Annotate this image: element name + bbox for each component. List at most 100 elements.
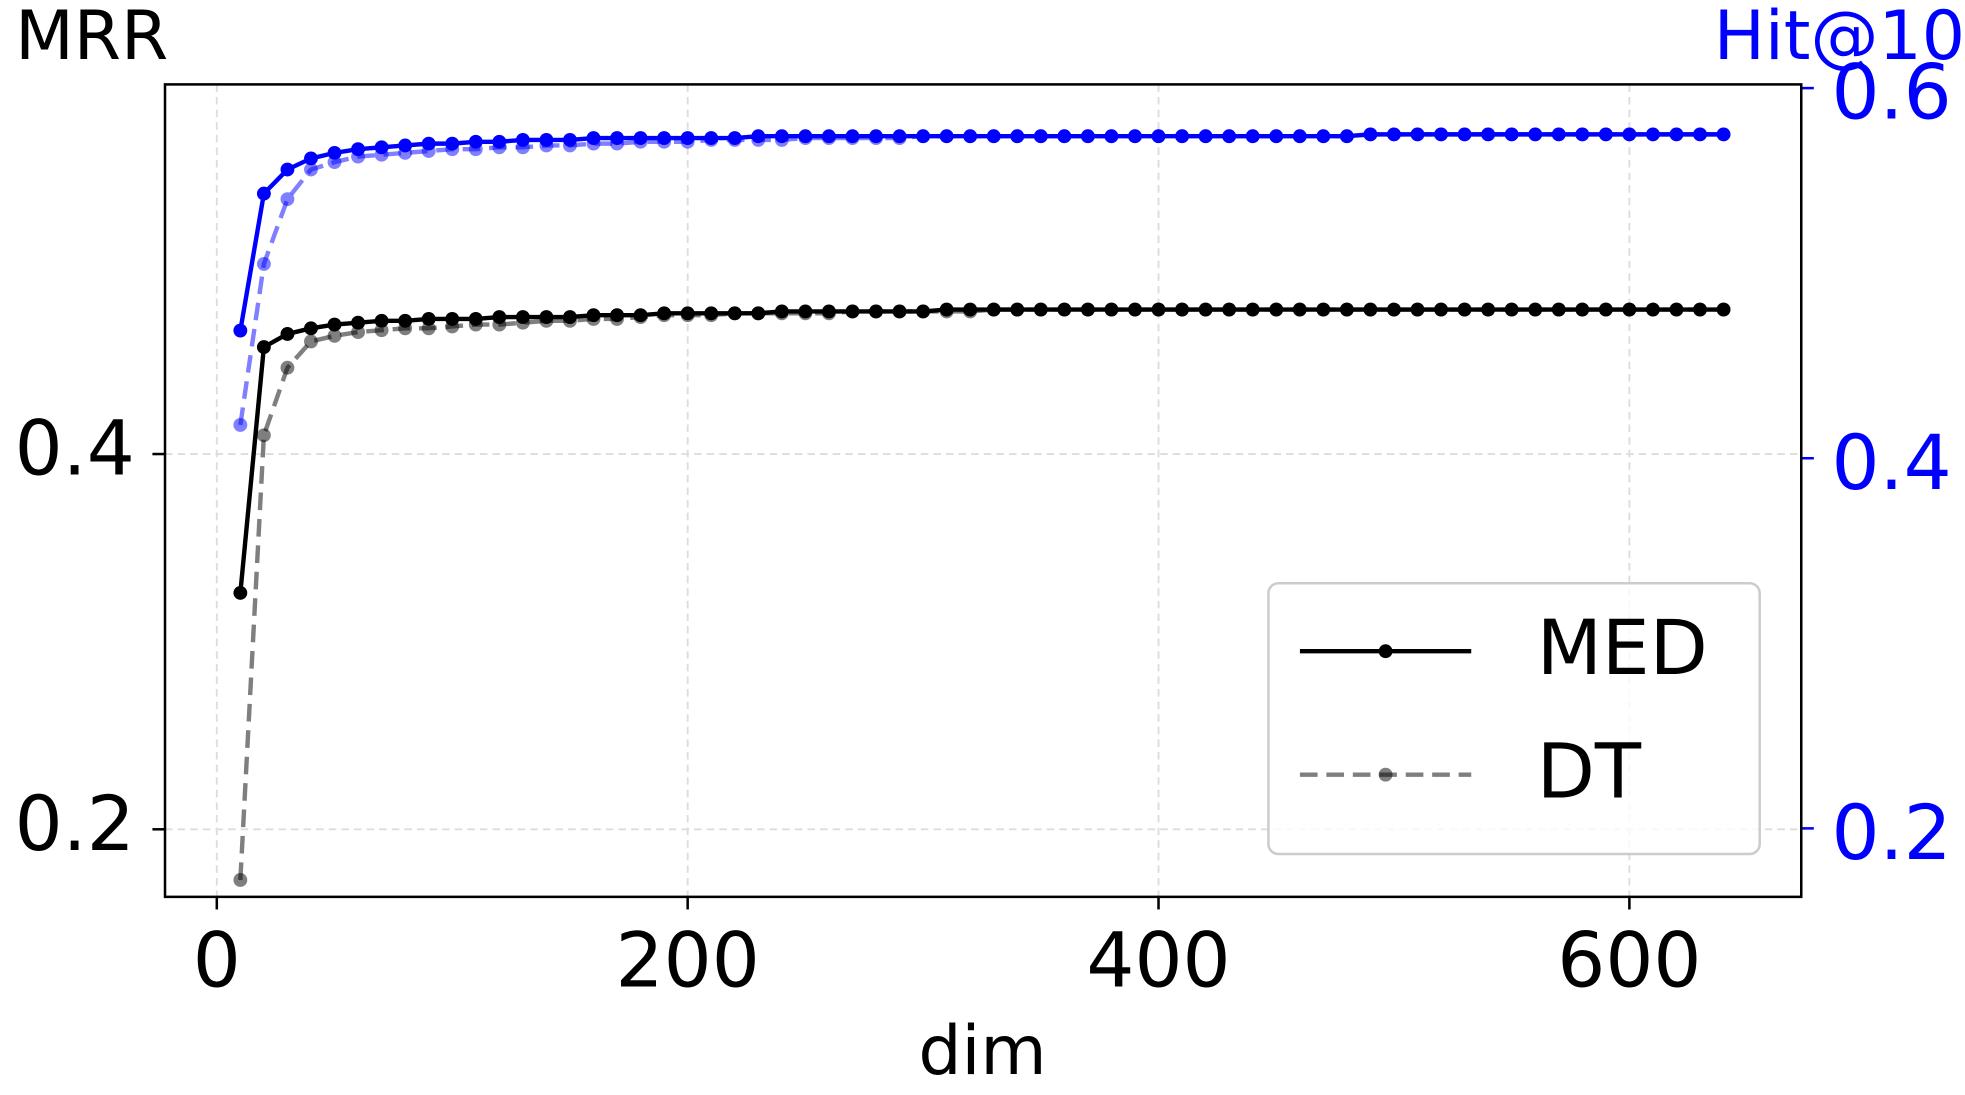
data-point xyxy=(657,134,672,149)
data-point xyxy=(821,131,836,146)
data-point xyxy=(280,360,295,375)
data-point xyxy=(1646,302,1660,317)
y-axis-label: MRR xyxy=(15,0,168,76)
data-point xyxy=(515,140,530,155)
data-point xyxy=(751,306,766,321)
data-point xyxy=(1269,302,1284,317)
data-point xyxy=(1716,302,1731,317)
data-point xyxy=(1104,302,1119,317)
data-point xyxy=(327,155,342,170)
data-point xyxy=(304,334,318,349)
data-point xyxy=(539,138,554,153)
data-point xyxy=(445,319,460,334)
data-point xyxy=(351,325,365,340)
data-point xyxy=(1410,302,1425,317)
data-point xyxy=(1481,127,1496,142)
data-point xyxy=(1245,129,1260,144)
data-point xyxy=(1693,127,1707,142)
data-point xyxy=(1363,127,1378,142)
data-point xyxy=(374,323,389,338)
data-point xyxy=(1316,302,1331,317)
data-point xyxy=(704,132,719,147)
data-point xyxy=(1292,129,1307,144)
data-point xyxy=(468,142,483,157)
data-point xyxy=(963,304,978,319)
data-point xyxy=(1434,302,1448,317)
x-tick-label: 200 xyxy=(616,917,760,1005)
data-point xyxy=(1033,302,1048,317)
x-tick-label: 0 xyxy=(193,917,241,1005)
data-point xyxy=(1504,127,1519,142)
data-point xyxy=(304,162,318,177)
x-tick-label: 600 xyxy=(1557,917,1701,1005)
data-point xyxy=(398,321,413,336)
data-point xyxy=(1528,302,1543,317)
data-point xyxy=(280,192,295,207)
data-point xyxy=(1481,302,1496,317)
data-point xyxy=(327,317,342,332)
data-point xyxy=(1434,127,1448,142)
data-point xyxy=(892,131,907,146)
data-point xyxy=(610,312,624,326)
data-point xyxy=(492,317,507,332)
data-point xyxy=(468,317,483,332)
x-axis-label: dim xyxy=(918,1012,1046,1091)
data-point xyxy=(1669,127,1684,142)
legend-label: DT xyxy=(1537,728,1642,816)
y2-axis-label: Hit@10 xyxy=(1714,0,1965,76)
data-point xyxy=(1245,302,1260,317)
data-point xyxy=(1646,127,1660,142)
legend-marker xyxy=(1378,767,1393,782)
data-point xyxy=(515,315,530,330)
data-point xyxy=(704,308,719,323)
data-point xyxy=(1669,302,1684,317)
data-point xyxy=(1057,302,1072,317)
data-point xyxy=(774,306,789,321)
legend-label: MED xyxy=(1537,604,1708,692)
data-point xyxy=(445,142,460,157)
data-point xyxy=(1151,302,1166,317)
data-point xyxy=(1410,127,1425,142)
data-point xyxy=(1222,129,1237,144)
data-point xyxy=(1528,127,1543,142)
data-point xyxy=(798,131,813,146)
data-point xyxy=(939,304,954,319)
data-point xyxy=(256,340,271,355)
data-point xyxy=(280,327,295,341)
data-point xyxy=(1292,302,1307,317)
data-point xyxy=(1551,127,1566,142)
data-point xyxy=(1128,302,1142,317)
data-point xyxy=(1010,129,1025,144)
data-point xyxy=(869,131,883,146)
data-point xyxy=(563,313,577,328)
data-point xyxy=(256,428,271,443)
data-point xyxy=(280,162,295,177)
data-point xyxy=(256,186,271,201)
y-tick-label: 0.2 xyxy=(15,780,135,868)
data-point xyxy=(233,585,248,600)
data-point xyxy=(233,323,248,338)
data-point xyxy=(374,147,389,162)
data-point xyxy=(657,308,672,323)
data-point xyxy=(1175,302,1189,317)
data-point xyxy=(1104,129,1119,144)
x-tick-label: 400 xyxy=(1086,917,1230,1005)
data-point xyxy=(1222,302,1237,317)
data-point xyxy=(492,140,507,155)
data-point xyxy=(233,418,248,432)
data-point xyxy=(421,144,436,158)
data-point xyxy=(1269,129,1284,144)
data-point xyxy=(986,302,1001,317)
data-point xyxy=(1128,129,1142,144)
data-point xyxy=(1598,127,1613,142)
data-point xyxy=(821,306,836,321)
data-point xyxy=(798,306,813,321)
data-point xyxy=(1363,302,1378,317)
data-point xyxy=(586,312,601,326)
y-tick-label: 0.4 xyxy=(15,405,135,493)
data-point xyxy=(1080,129,1095,144)
data-point xyxy=(233,873,248,887)
data-point xyxy=(1339,129,1354,144)
data-point xyxy=(1339,302,1354,317)
data-point xyxy=(1316,129,1331,144)
